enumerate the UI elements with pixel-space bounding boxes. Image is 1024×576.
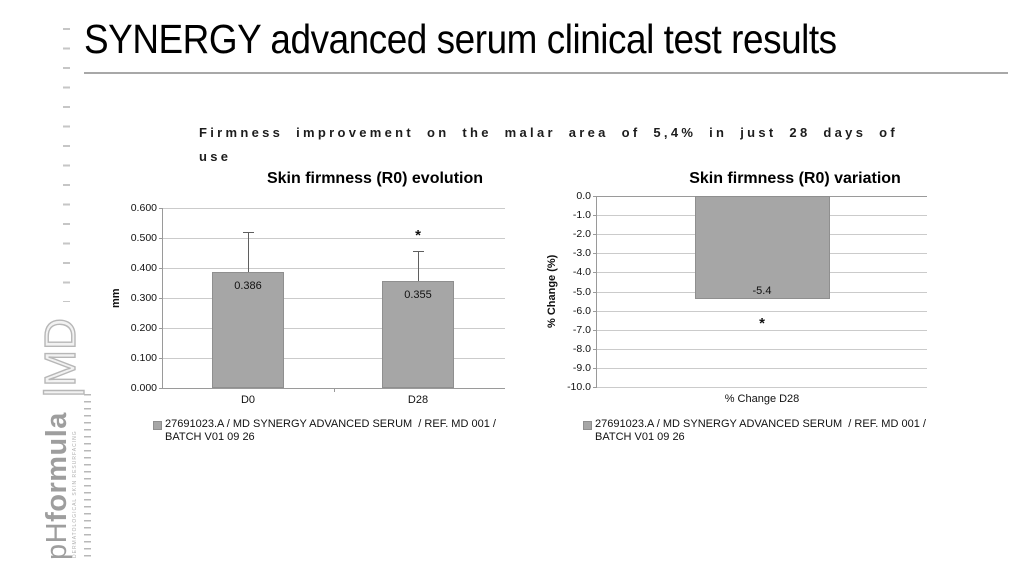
brand-caption: DERMATOLOGICAL SKIN RESURFACING [72, 430, 78, 558]
chart-skin-firmness-variation: Skin firmness (R0) variation -5.4 * 0.0 -1.0… [546, 168, 1000, 468]
y-tick-label: -6.0 [572, 305, 591, 317]
legend-line-2: BATCH V01 09 26 [165, 431, 255, 443]
gridline [163, 238, 505, 239]
bar [694, 196, 830, 299]
y-axis-tick [593, 368, 597, 369]
phformula-logo-formula: formula [41, 412, 73, 522]
bar [212, 272, 284, 388]
bar-data-label: 0.355 [404, 289, 432, 301]
legend-line-1: 27691023.A / MD SYNERGY ADVANCED SERUM /… [165, 418, 496, 430]
legend: 27691023.A / MD SYNERGY ADVANCED SERUM /… [595, 418, 975, 444]
y-axis-tick [593, 253, 597, 254]
y-tick-label: -5.0 [572, 286, 591, 298]
ruler-ticks-top [63, 28, 70, 302]
plot-area: -5.4 * [597, 196, 927, 388]
y-axis-tick [159, 358, 163, 359]
x-category-label: D0 [240, 394, 256, 406]
y-tick-label: 0.400 [130, 262, 157, 274]
error-bar-cap [413, 251, 424, 252]
error-bar-line [418, 251, 419, 281]
bar-data-label: 0.386 [234, 280, 262, 292]
error-bar-line [248, 232, 249, 272]
y-axis-tick [593, 272, 597, 273]
chart-skin-firmness-evolution: Skin firmness (R0) evolution 0.386 0.355 * 0… [108, 168, 532, 468]
legend-line-1: 27691023.A / MD SYNERGY ADVANCED SERUM /… [595, 418, 926, 430]
y-tick-label: -2.0 [572, 228, 591, 240]
y-axis-tick [593, 234, 597, 235]
y-tick-label: 0.600 [130, 202, 157, 214]
chart-title: Skin firmness (R0) evolution [266, 170, 484, 187]
y-axis-tick [159, 298, 163, 299]
y-axis-tick [593, 349, 597, 350]
bar-data-label: -5.4 [752, 285, 772, 297]
y-axis-line [596, 196, 597, 387]
significance-asterisk: * [415, 227, 421, 244]
y-tick-label: 0.000 [130, 382, 157, 394]
y-tick-label: -9.0 [572, 362, 591, 374]
md-logo: |MD [35, 317, 85, 398]
gridline [597, 330, 927, 331]
y-axis-tick [159, 268, 163, 269]
subtitle-line-1: Firmness improvement on the malar area o… [199, 125, 899, 140]
gridline [163, 208, 505, 209]
x-axis-separator-tick [334, 388, 335, 392]
chart-title: Skin firmness (R0) variation [689, 170, 901, 187]
gridline [597, 349, 927, 350]
y-tick-label: -1.0 [572, 209, 591, 221]
phformula-logo-ph: pH [41, 521, 73, 560]
significance-asterisk: * [759, 315, 765, 332]
subtitle: Firmness improvement on the malar area o… [199, 121, 899, 169]
x-category-label: D28 [407, 394, 429, 406]
gridline [597, 368, 927, 369]
y-tick-label: 0.200 [130, 322, 157, 334]
y-tick-label: -8.0 [572, 343, 591, 355]
y-axis-tick [159, 388, 163, 389]
y-axis-tick [593, 387, 597, 388]
title-divider-rule [84, 72, 1008, 74]
slide-title-text: SYNERGY advanced serum clinical test res… [84, 16, 837, 62]
y-tick-label: 0.300 [130, 292, 157, 304]
y-axis-tick [593, 292, 597, 293]
y-axis-tick [593, 311, 597, 312]
phformula-logo: pHformula [40, 396, 74, 560]
gridline [163, 298, 505, 299]
gridline [597, 387, 927, 388]
gridline [163, 268, 505, 269]
legend-line-2: BATCH V01 09 26 [595, 431, 685, 443]
y-tick-label: 0.500 [130, 232, 157, 244]
y-axis-tick [593, 196, 597, 197]
x-category-label: % Change D28 [724, 393, 800, 405]
ruler-ticks-side [84, 394, 91, 558]
plot-area: 0.386 0.355 * [163, 208, 505, 389]
legend: 27691023.A / MD SYNERGY ADVANCED SERUM /… [165, 418, 545, 444]
y-axis-title: % Change (%) [546, 254, 558, 329]
gridline [163, 328, 505, 329]
legend-marker [583, 421, 592, 430]
bar [382, 281, 454, 388]
y-axis-line [162, 208, 163, 388]
y-tick-label: 0.0 [576, 190, 591, 202]
y-axis-tick [593, 215, 597, 216]
y-axis-tick [593, 330, 597, 331]
y-tick-label: -4.0 [572, 266, 591, 278]
y-axis-tick [159, 238, 163, 239]
gridline [597, 311, 927, 312]
y-tick-label: 0.100 [130, 352, 157, 364]
y-tick-label: -10.0 [567, 381, 591, 393]
slide-title: SYNERGY advanced serum clinical test res… [84, 16, 920, 62]
legend-marker [153, 421, 162, 430]
y-tick-label: -7.0 [572, 324, 591, 336]
y-axis-tick [159, 328, 163, 329]
y-axis-title: mm [110, 288, 122, 308]
error-bar-cap [243, 232, 254, 233]
y-tick-label: -3.0 [572, 247, 591, 259]
gridline [163, 358, 505, 359]
subtitle-line-2: use [199, 149, 232, 164]
y-axis-tick [159, 208, 163, 209]
